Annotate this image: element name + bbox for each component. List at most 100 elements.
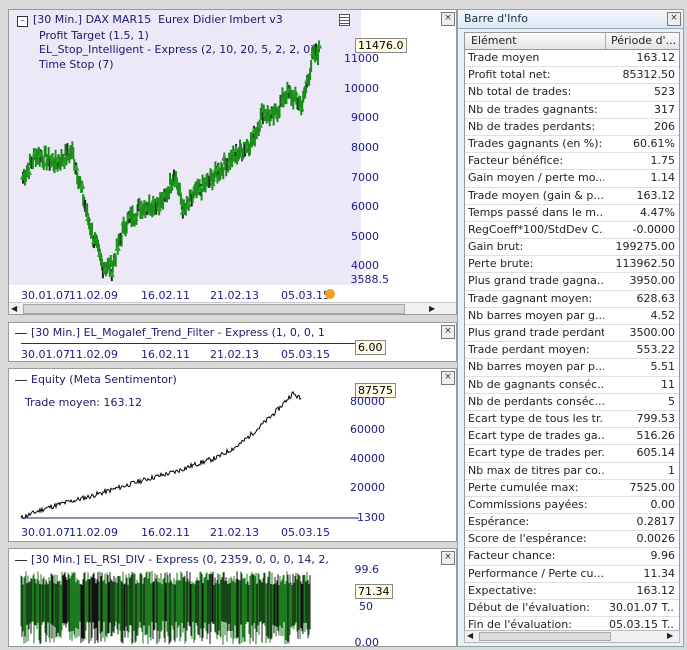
scroll-thumb[interactable] xyxy=(23,304,405,314)
x-axis-label: 16.02.11 xyxy=(141,526,190,539)
info-row[interactable]: Nb barres moyen par g... 4.52 xyxy=(465,308,679,325)
price-axis-label: 4000 xyxy=(351,259,379,272)
scroll-left-arrow[interactable]: ◀ xyxy=(467,631,474,640)
info-row[interactable]: Plus grand trade perdant: 3500.00 xyxy=(465,325,679,343)
rsi-title: [30 Min.] EL_RSI_DIV - Express (0, 2359,… xyxy=(31,553,329,566)
info-row[interactable]: Nb total de trades: 523 xyxy=(465,84,679,102)
scroll-thumb[interactable] xyxy=(479,632,611,641)
info-row-value: 05.03.15 T... xyxy=(609,618,675,632)
equity-axis-label: 60000 xyxy=(350,423,385,436)
info-row-label: Profit total net: xyxy=(468,68,551,82)
info-row[interactable]: Perte cumulée max: 7525.00 xyxy=(465,480,679,497)
info-row-value: 4.52 xyxy=(650,308,676,322)
info-row[interactable]: Facteur bénéfice: 1.75 xyxy=(465,153,679,171)
info-row-value: 0.00 xyxy=(650,497,676,511)
info-row-value: 4.47% xyxy=(640,205,675,219)
info-row[interactable]: Gain moyen / perte mo... 1.14 xyxy=(465,170,679,188)
equity-pane[interactable]: Equity (Meta Sentimentor) Trade moyen: 1… xyxy=(8,368,457,542)
x-axis-label: 05.03.15 xyxy=(281,289,330,302)
info-row-value: 60.61% xyxy=(633,136,675,150)
info-row[interactable]: Ecart type de tous les tr... 799.53 xyxy=(465,411,679,429)
info-row-value: 30.01.07 T... xyxy=(609,601,675,614)
info-row[interactable]: Nb de trades perdants: 206 xyxy=(465,119,679,136)
x-axis-label: 30.01.07 xyxy=(21,348,70,361)
info-row[interactable]: Début de l'évaluation: 30.01.07 T... xyxy=(465,600,679,618)
info-row[interactable]: Nb barres moyen par p... 5.51 xyxy=(465,359,679,377)
info-row[interactable]: Trade gagnant moyen: 628.63 xyxy=(465,291,679,308)
close-icon[interactable]: × xyxy=(441,12,455,26)
scroll-right-arrow[interactable]: ▶ xyxy=(429,304,436,313)
info-row[interactable]: Nb de perdants conséc... 5 xyxy=(465,394,679,411)
info-row-label: Trade moyen xyxy=(468,51,540,64)
info-row-value: 199275.00 xyxy=(615,240,676,254)
close-icon[interactable]: × xyxy=(441,325,455,339)
info-row-value: 85312.50 xyxy=(622,68,676,82)
info-row-value: 0.2817 xyxy=(636,515,676,529)
info-row[interactable]: RegCoeff*100/StdDev C... -0.0000 xyxy=(465,222,679,240)
info-row[interactable]: Nb de trades gagnants: 317 xyxy=(465,102,679,119)
horizontal-scrollbar[interactable]: ◀ ▶ xyxy=(9,302,456,314)
equity-axis-label: 20000 xyxy=(350,481,385,494)
info-row[interactable]: Profit total net: 85312.50 xyxy=(465,67,679,85)
info-row[interactable]: Ecart type de trades ga... 516.26 xyxy=(465,428,679,446)
info-row-label: Nb de gagnants conséc... xyxy=(468,377,604,391)
info-row[interactable]: Espérance: 0.2817 xyxy=(465,514,679,532)
info-row[interactable]: Expectative: 163.12 xyxy=(465,583,679,600)
x-axis-label: 21.02.13 xyxy=(210,348,259,361)
scroll-left-arrow[interactable]: ◀ xyxy=(11,304,18,313)
info-row-label: Ecart type de trades ga... xyxy=(468,429,604,443)
collapse-icon[interactable]: – xyxy=(17,16,28,27)
info-hscrollbar[interactable]: ◀ ▶ xyxy=(464,630,680,643)
info-row[interactable]: Commissions payées: 0.00 xyxy=(465,497,679,515)
info-row-label: Ecart type de trades per... xyxy=(468,446,604,460)
equity-value-box: 87575 xyxy=(355,383,396,398)
info-row[interactable]: Gain brut: 199275.00 xyxy=(465,239,679,257)
info-row[interactable]: Performance / Perte cu... 11.34 xyxy=(465,566,679,583)
info-row[interactable]: Plus grand trade gagna... 3950.00 xyxy=(465,273,679,291)
info-table[interactable]: Elément Période d'... Trade moyen 163.12 P… xyxy=(464,32,680,636)
info-row-value: 206 xyxy=(654,119,675,133)
info-row-label: Gain brut: xyxy=(468,240,524,254)
info-row-label: Fin de l'évaluation: xyxy=(468,618,572,632)
col-header-period[interactable]: Période d'... xyxy=(611,34,677,47)
x-axis-label: 11.02.09 xyxy=(69,348,118,361)
grid-icon[interactable] xyxy=(339,14,350,26)
info-row[interactable]: Ecart type de trades per... 605.14 xyxy=(465,445,679,463)
price-value-box: 11476.0 xyxy=(355,38,407,53)
close-icon[interactable]: × xyxy=(667,12,681,26)
info-row-value: 9.96 xyxy=(650,549,676,563)
info-row[interactable]: Nb max de titres par co... 1 xyxy=(465,463,679,480)
rsi-value-box: 71.34 xyxy=(355,584,393,599)
info-row-label: Nb barres moyen par g... xyxy=(468,308,604,322)
info-row[interactable]: Trade perdant moyen: 553.22 xyxy=(465,342,679,360)
info-row[interactable]: Temps passé dans le m... 4.47% xyxy=(465,205,679,222)
info-row-label: Nb total de trades: xyxy=(468,85,572,99)
info-row[interactable]: Facteur chance: 9.96 xyxy=(465,548,679,566)
equity-note: Trade moyen: 163.12 xyxy=(25,396,142,409)
info-row-label: Trade gagnant moyen: xyxy=(468,291,593,305)
rsi-pane[interactable]: [30 Min.] EL_RSI_DIV - Express (0, 2359,… xyxy=(8,548,457,647)
info-row[interactable]: Score de l'espérance: 0.0026 xyxy=(465,531,679,549)
info-row-label: RegCoeff*100/StdDev C... xyxy=(468,222,604,236)
price-chart-pane[interactable]: – [30 Min.] DAX MAR15 Eurex Didier Imbert… xyxy=(8,9,457,315)
info-row[interactable]: Trade moyen 163.12 xyxy=(465,50,679,68)
info-row-label: Facteur chance: xyxy=(468,549,556,563)
info-row-value: 317 xyxy=(654,102,675,116)
price-axis-label: 11000 xyxy=(344,52,379,65)
info-row[interactable]: Nb de gagnants conséc... 11 xyxy=(465,377,679,394)
info-row-label: Expectative: xyxy=(468,583,537,597)
x-axis-label: 21.02.13 xyxy=(210,526,259,539)
info-row[interactable]: Perte brute: 113962.50 xyxy=(465,256,679,274)
info-row[interactable]: Trades gagnants (en %): 60.61% xyxy=(465,136,679,154)
trend-filter-pane[interactable]: [30 Min.] EL_Mogalef_Trend_Filter - Expr… xyxy=(8,322,457,362)
info-row-value: 1.14 xyxy=(650,171,676,185)
close-icon[interactable]: × xyxy=(441,371,455,385)
scroll-right-arrow[interactable]: ▶ xyxy=(667,631,674,640)
info-row-label: Nb de perdants conséc... xyxy=(468,394,604,408)
info-row-value: 0.0026 xyxy=(636,532,676,546)
info-row-value: 11 xyxy=(661,377,675,391)
info-row[interactable]: Trade moyen (gain & p... 163.12 xyxy=(465,188,679,205)
close-icon[interactable]: × xyxy=(441,551,455,565)
info-row-label: Perte brute: xyxy=(468,257,534,271)
col-header-element[interactable]: Elément xyxy=(471,34,517,47)
